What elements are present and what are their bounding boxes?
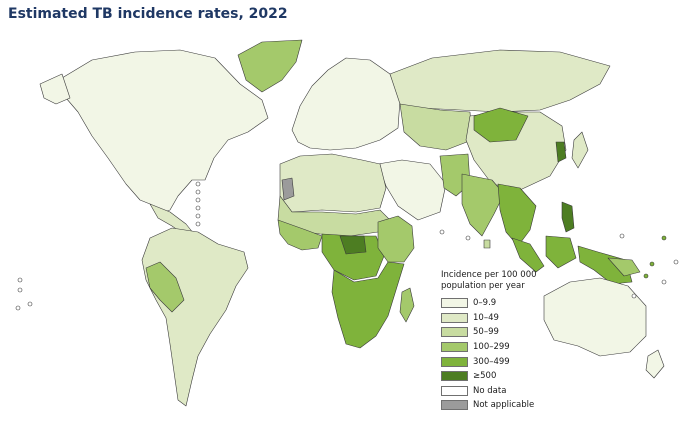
legend-label: 50–99	[473, 327, 499, 338]
region-peru-bolivia	[145, 261, 185, 313]
legend-swatch	[441, 312, 468, 323]
region-mongolia	[473, 107, 529, 143]
legend-swatch	[441, 327, 468, 338]
region-alaska	[39, 73, 71, 105]
region-philippines	[561, 201, 575, 233]
legend-swatch	[441, 342, 468, 353]
legend-item: No data	[441, 384, 611, 399]
legend-label: 0–9.9	[473, 298, 497, 309]
region-central-asia	[399, 103, 473, 151]
legend-title: Incidence per 100 000 population per yea…	[441, 270, 611, 292]
region-japan	[571, 131, 589, 169]
legend-item: Not applicable	[441, 398, 611, 413]
legend-swatch	[441, 298, 468, 309]
region-greenland	[237, 39, 303, 93]
region-south-america	[141, 227, 249, 407]
legend-swatch	[441, 356, 468, 367]
legend-label: 100–299	[473, 342, 510, 353]
map-legend: Incidence per 100 000 population per yea…	[441, 270, 611, 413]
region-north-africa	[279, 153, 387, 213]
legend-item: 100–299	[441, 340, 611, 355]
region-indonesia-e	[577, 245, 633, 285]
legend-item: 50–99	[441, 325, 611, 340]
legend-swatch	[441, 371, 468, 382]
legend-item: 0–9.9	[441, 296, 611, 311]
region-new-zealand	[645, 349, 665, 379]
region-png	[607, 257, 641, 277]
legend-title-line1: Incidence per 100 000	[441, 270, 537, 280]
legend-item: ≥500	[441, 369, 611, 384]
legend-label: Not applicable	[473, 400, 535, 411]
legend-title-line2: population per year	[441, 281, 525, 291]
legend-label: No data	[473, 385, 507, 396]
region-mainland-se-asia	[497, 183, 537, 247]
region-australia	[543, 277, 647, 357]
legend-swatch	[441, 400, 468, 411]
region-north-america	[61, 49, 269, 215]
region-madagascar	[399, 287, 415, 323]
legend-label: 10–49	[473, 312, 499, 323]
legend-label: ≥500	[473, 371, 497, 382]
region-indonesia-w	[511, 237, 545, 273]
region-east-africa	[377, 215, 415, 263]
region-west-africa	[277, 219, 323, 251]
region-korea	[555, 141, 567, 163]
map-title: Estimated TB incidence rates, 2022	[8, 6, 288, 22]
region-india	[461, 173, 505, 237]
region-europe	[291, 57, 401, 151]
legend-swatch	[441, 385, 468, 396]
legend-item: 300–499	[441, 354, 611, 369]
region-cameroon-car	[339, 235, 367, 255]
region-southern-africa	[331, 261, 405, 349]
legend-label: 300–499	[473, 356, 510, 367]
region-russia	[389, 49, 611, 113]
legend-item: 10–49	[441, 311, 611, 326]
region-borneo	[545, 235, 577, 269]
region-middle-east	[377, 159, 447, 221]
region-western-sahara	[281, 177, 295, 201]
region-sri-lanka	[483, 239, 491, 249]
